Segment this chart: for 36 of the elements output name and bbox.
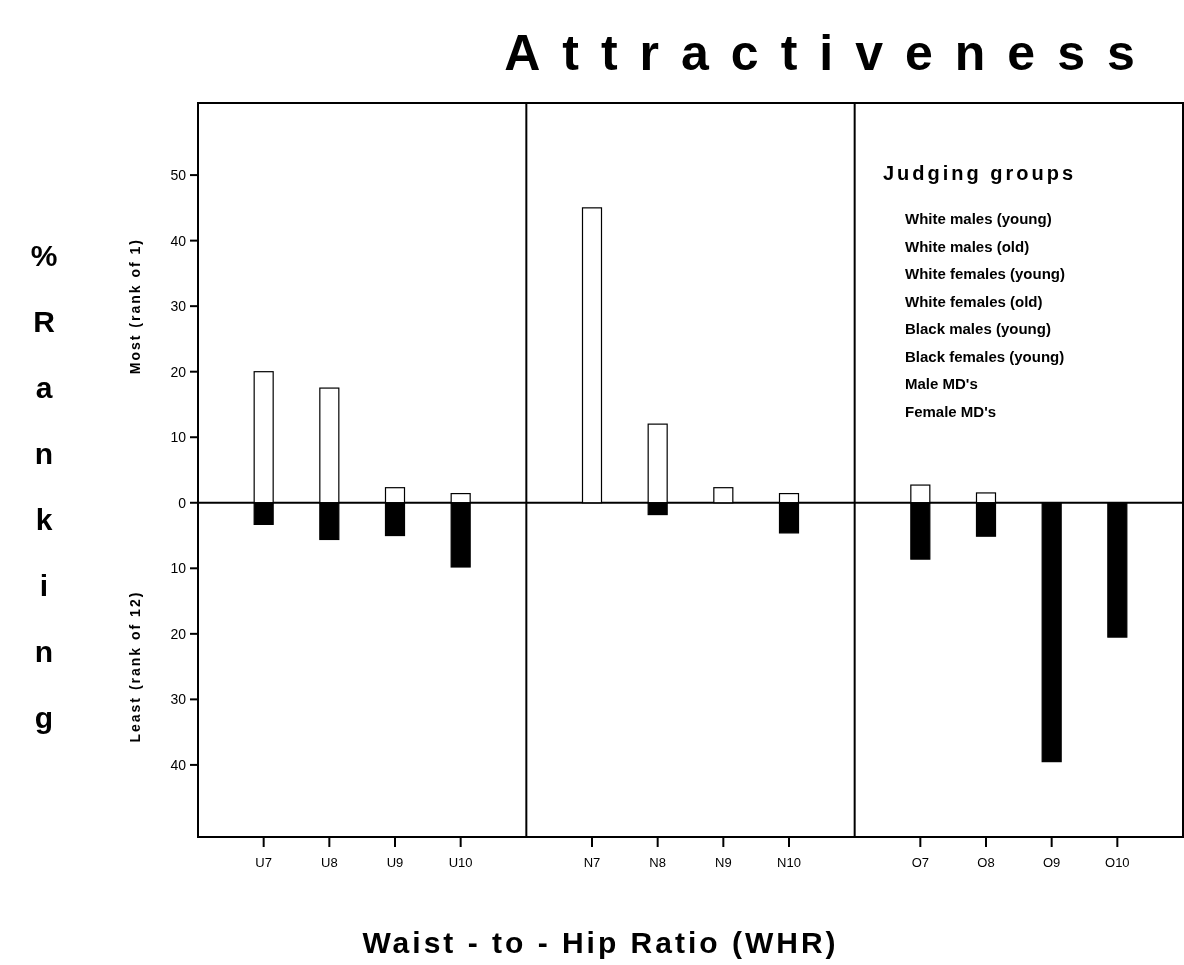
x-tick-label: U10 bbox=[448, 855, 473, 870]
annotation: Female MD's bbox=[905, 402, 997, 420]
annotation: Judging groups bbox=[883, 162, 1077, 184]
x-tick-label: O7 bbox=[911, 855, 930, 870]
annotation: Black males (young) bbox=[905, 320, 1051, 337]
x-tick-label: U8 bbox=[321, 855, 338, 870]
x-tick-label: O10 bbox=[1105, 855, 1130, 870]
y-tick-label: 30 bbox=[170, 691, 187, 708]
chart-title: Attractiveness bbox=[504, 25, 1157, 81]
x-tick-label: O9 bbox=[1042, 855, 1061, 870]
y-tick-label: 40 bbox=[170, 756, 187, 773]
x-tick-label: U9 bbox=[386, 855, 404, 870]
annotation: Black females (young) bbox=[905, 347, 1065, 365]
y-tick-label: 0 bbox=[178, 494, 187, 511]
annotation: White females (old) bbox=[905, 292, 1043, 310]
y-tick-label: 20 bbox=[170, 363, 187, 380]
y-tick-label: 10 bbox=[170, 429, 187, 446]
x-tick-label: N10 bbox=[777, 855, 801, 870]
y-tick-label: 10 bbox=[170, 560, 187, 577]
annotation: White males (young) bbox=[905, 210, 1052, 227]
x-axis-title: Waist - to - Hip Ratio (WHR) bbox=[362, 926, 839, 959]
annotation: Male MD's bbox=[905, 375, 978, 392]
x-tick-label: N8 bbox=[649, 855, 666, 870]
y-tick-label: 40 bbox=[170, 232, 187, 249]
y-tick-label: 50 bbox=[170, 166, 187, 183]
x-tick-label: O8 bbox=[977, 855, 995, 870]
y-tick-label: 20 bbox=[170, 625, 187, 642]
annotation: White females (young) bbox=[905, 265, 1066, 282]
text: Least (rank of 12) bbox=[127, 590, 143, 743]
x-tick-label: U7 bbox=[255, 855, 272, 870]
y-tick-label: 30 bbox=[170, 298, 187, 315]
x-tick-label: N7 bbox=[583, 855, 601, 870]
x-tick-label: N9 bbox=[715, 855, 732, 870]
text: Most (rank of 1) bbox=[127, 238, 143, 375]
y-axis-title: % Ranking bbox=[30, 239, 58, 734]
annotation: White males (old) bbox=[905, 237, 1030, 255]
